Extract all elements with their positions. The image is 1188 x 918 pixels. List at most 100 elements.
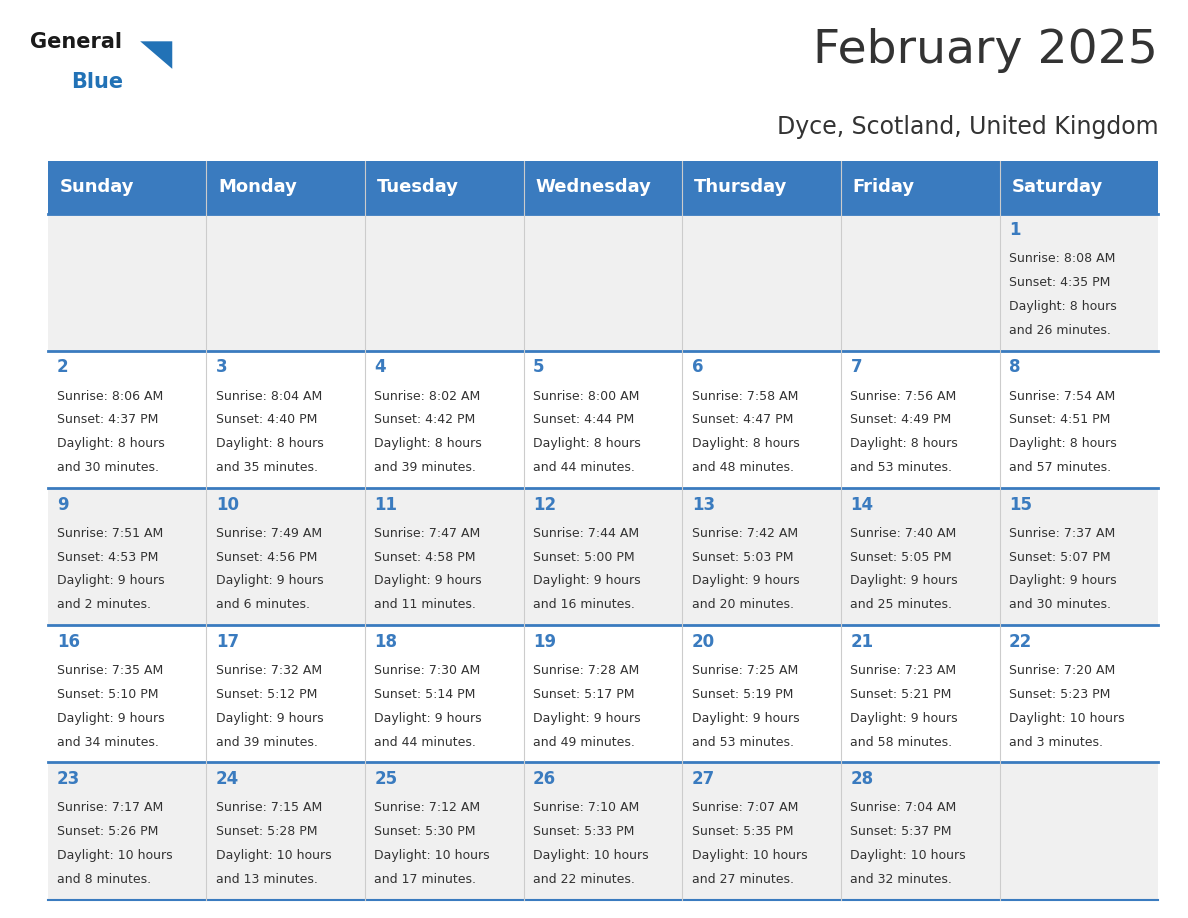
Text: and 30 minutes.: and 30 minutes.	[1009, 599, 1111, 611]
Text: 15: 15	[1009, 496, 1032, 513]
Text: Blue: Blue	[71, 72, 124, 92]
Text: 19: 19	[533, 633, 556, 651]
Text: Sunrise: 7:30 AM: Sunrise: 7:30 AM	[374, 664, 481, 677]
Text: Sunrise: 7:40 AM: Sunrise: 7:40 AM	[851, 527, 956, 540]
Text: Daylight: 10 hours: Daylight: 10 hours	[374, 849, 489, 862]
Text: 14: 14	[851, 496, 873, 513]
Text: Sunset: 5:33 PM: Sunset: 5:33 PM	[533, 825, 634, 838]
Text: Sunset: 5:35 PM: Sunset: 5:35 PM	[691, 825, 794, 838]
Text: and 49 minutes.: and 49 minutes.	[533, 735, 634, 748]
Text: Sunset: 5:14 PM: Sunset: 5:14 PM	[374, 688, 475, 700]
Text: Daylight: 9 hours: Daylight: 9 hours	[1009, 575, 1117, 588]
Text: Sunrise: 7:32 AM: Sunrise: 7:32 AM	[216, 664, 322, 677]
Bar	[48, 625, 1158, 763]
Text: 3: 3	[216, 358, 227, 376]
Bar	[48, 488, 1158, 625]
Text: and 11 minutes.: and 11 minutes.	[374, 599, 476, 611]
Text: 2: 2	[57, 358, 69, 376]
Text: and 44 minutes.: and 44 minutes.	[374, 735, 476, 748]
Text: Sunset: 5:00 PM: Sunset: 5:00 PM	[533, 551, 634, 564]
Text: and 35 minutes.: and 35 minutes.	[216, 461, 317, 475]
Text: Daylight: 9 hours: Daylight: 9 hours	[691, 575, 800, 588]
Text: Daylight: 8 hours: Daylight: 8 hours	[374, 437, 482, 451]
Text: 23: 23	[57, 770, 81, 788]
Bar	[365, 161, 524, 214]
Text: Sunset: 5:23 PM: Sunset: 5:23 PM	[1009, 688, 1111, 700]
Text: Sunrise: 7:35 AM: Sunrise: 7:35 AM	[57, 664, 163, 677]
Text: 10: 10	[216, 496, 239, 513]
Text: and 6 minutes.: and 6 minutes.	[216, 599, 310, 611]
Text: Sunrise: 7:23 AM: Sunrise: 7:23 AM	[851, 664, 956, 677]
Text: 26: 26	[533, 770, 556, 788]
Text: Daylight: 10 hours: Daylight: 10 hours	[851, 849, 966, 862]
Text: Sunrise: 8:00 AM: Sunrise: 8:00 AM	[533, 389, 639, 403]
Text: Sunrise: 7:54 AM: Sunrise: 7:54 AM	[1009, 389, 1116, 403]
Text: Daylight: 8 hours: Daylight: 8 hours	[57, 437, 165, 451]
Text: and 13 minutes.: and 13 minutes.	[216, 873, 317, 886]
Text: and 58 minutes.: and 58 minutes.	[851, 735, 953, 748]
Text: Daylight: 9 hours: Daylight: 9 hours	[216, 575, 323, 588]
Text: and 8 minutes.: and 8 minutes.	[57, 873, 151, 886]
Bar	[48, 214, 1158, 351]
Text: General: General	[30, 32, 121, 52]
Text: Sunrise: 7:58 AM: Sunrise: 7:58 AM	[691, 389, 798, 403]
Text: Daylight: 9 hours: Daylight: 9 hours	[374, 711, 482, 724]
Text: Sunrise: 7:07 AM: Sunrise: 7:07 AM	[691, 801, 798, 814]
Text: Sunrise: 7:04 AM: Sunrise: 7:04 AM	[851, 801, 956, 814]
Text: and 16 minutes.: and 16 minutes.	[533, 599, 634, 611]
Text: 28: 28	[851, 770, 873, 788]
Text: Sunrise: 7:37 AM: Sunrise: 7:37 AM	[1009, 527, 1116, 540]
Text: Daylight: 9 hours: Daylight: 9 hours	[374, 575, 482, 588]
Text: Sunset: 4:44 PM: Sunset: 4:44 PM	[533, 413, 634, 427]
Text: Daylight: 9 hours: Daylight: 9 hours	[533, 711, 640, 724]
Text: Sunrise: 8:02 AM: Sunrise: 8:02 AM	[374, 389, 481, 403]
Text: Sunset: 5:30 PM: Sunset: 5:30 PM	[374, 825, 476, 838]
Text: Sunset: 4:51 PM: Sunset: 4:51 PM	[1009, 413, 1111, 427]
Text: and 27 minutes.: and 27 minutes.	[691, 873, 794, 886]
Text: 1: 1	[1009, 221, 1020, 240]
Text: and 2 minutes.: and 2 minutes.	[57, 599, 151, 611]
Text: 18: 18	[374, 633, 398, 651]
Text: Sunrise: 8:04 AM: Sunrise: 8:04 AM	[216, 389, 322, 403]
Text: Monday: Monday	[219, 178, 297, 196]
Text: and 39 minutes.: and 39 minutes.	[216, 735, 317, 748]
Text: Sunset: 4:47 PM: Sunset: 4:47 PM	[691, 413, 794, 427]
Text: 21: 21	[851, 633, 873, 651]
Text: 8: 8	[1009, 358, 1020, 376]
Text: Sunset: 5:03 PM: Sunset: 5:03 PM	[691, 551, 794, 564]
Text: Sunrise: 7:17 AM: Sunrise: 7:17 AM	[57, 801, 163, 814]
Text: 16: 16	[57, 633, 80, 651]
Bar	[999, 161, 1158, 214]
Text: and 44 minutes.: and 44 minutes.	[533, 461, 634, 475]
Bar	[48, 763, 1158, 900]
Text: Daylight: 8 hours: Daylight: 8 hours	[851, 437, 959, 451]
Text: Sunset: 4:37 PM: Sunset: 4:37 PM	[57, 413, 158, 427]
Text: and 30 minutes.: and 30 minutes.	[57, 461, 159, 475]
Text: Sunset: 5:12 PM: Sunset: 5:12 PM	[216, 688, 317, 700]
Text: Sunrise: 7:15 AM: Sunrise: 7:15 AM	[216, 801, 322, 814]
Text: Sunrise: 7:49 AM: Sunrise: 7:49 AM	[216, 527, 322, 540]
Text: Sunset: 5:19 PM: Sunset: 5:19 PM	[691, 688, 794, 700]
Bar	[48, 161, 207, 214]
Text: and 39 minutes.: and 39 minutes.	[374, 461, 476, 475]
Text: Sunrise: 8:08 AM: Sunrise: 8:08 AM	[1009, 252, 1116, 265]
Text: Sunrise: 7:28 AM: Sunrise: 7:28 AM	[533, 664, 639, 677]
Text: and 20 minutes.: and 20 minutes.	[691, 599, 794, 611]
Text: Sunrise: 7:25 AM: Sunrise: 7:25 AM	[691, 664, 798, 677]
Text: Sunrise: 7:47 AM: Sunrise: 7:47 AM	[374, 527, 481, 540]
Bar	[207, 161, 365, 214]
Text: 17: 17	[216, 633, 239, 651]
Polygon shape	[140, 41, 172, 69]
Text: Daylight: 8 hours: Daylight: 8 hours	[216, 437, 323, 451]
Text: Sunset: 5:10 PM: Sunset: 5:10 PM	[57, 688, 158, 700]
Text: Daylight: 8 hours: Daylight: 8 hours	[691, 437, 800, 451]
Text: Sunset: 4:35 PM: Sunset: 4:35 PM	[1009, 276, 1111, 289]
Text: and 32 minutes.: and 32 minutes.	[851, 873, 953, 886]
Text: Sunset: 4:58 PM: Sunset: 4:58 PM	[374, 551, 476, 564]
Text: Wednesday: Wednesday	[536, 178, 651, 196]
Text: 12: 12	[533, 496, 556, 513]
Text: and 3 minutes.: and 3 minutes.	[1009, 735, 1104, 748]
Text: Sunrise: 7:20 AM: Sunrise: 7:20 AM	[1009, 664, 1116, 677]
Text: 27: 27	[691, 770, 715, 788]
Text: and 53 minutes.: and 53 minutes.	[691, 735, 794, 748]
